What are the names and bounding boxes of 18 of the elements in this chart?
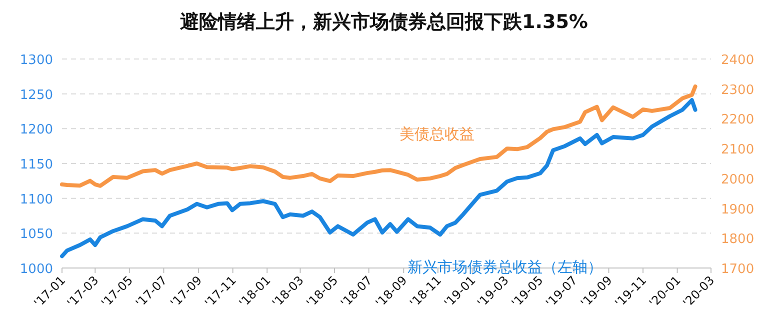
y2-tick-label: 1700 (721, 262, 754, 277)
chart-title: 避险情绪上升，新兴市场债券总回报下跌1.35% (180, 11, 588, 33)
y-tick-label: 1250 (20, 88, 53, 103)
y2-tick-label: 1800 (721, 232, 754, 248)
series-label: 美债总收益 (400, 125, 474, 143)
y2-tick-label: 2300 (721, 82, 754, 98)
y-tick-label: 1150 (20, 158, 53, 172)
y-tick-label: 1300 (20, 53, 53, 68)
y-tick-label: 1200 (20, 122, 53, 138)
y2-tick-label: 2400 (721, 53, 754, 68)
y2-tick-label: 2200 (721, 112, 754, 128)
y-tick-label: 1050 (20, 227, 53, 242)
y2-tick-label: 1900 (721, 202, 754, 218)
y-tick-label: 1000 (20, 262, 53, 277)
y-tick-label: 1100 (20, 192, 53, 208)
series-label: 新兴市场债券总收益（左轴） (408, 258, 602, 276)
y2-tick-label: 2000 (721, 172, 754, 188)
y2-tick-label: 2100 (721, 142, 754, 158)
